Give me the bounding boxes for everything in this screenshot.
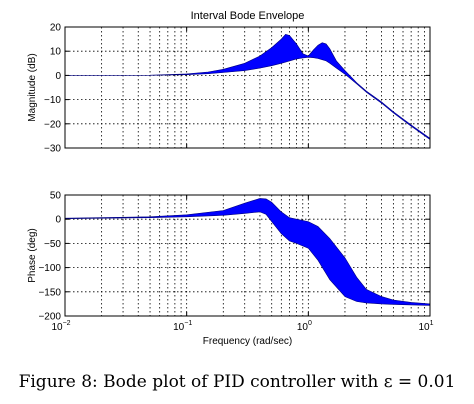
- chart-title: Interval Bode Envelope: [191, 10, 305, 22]
- plot-panel-1: 20 10 0 −10 −20 −30 Interval Bode Envelope Magn…: [27, 10, 431, 155]
- y-tick-label: −100: [38, 263, 61, 274]
- y-tick-label: 10: [50, 47, 62, 58]
- y-tick-label: −50: [44, 239, 61, 250]
- x-tick-label: 101: [418, 320, 433, 333]
- x-tick-label: 10−1: [173, 320, 192, 333]
- axes-frame: [64, 26, 431, 149]
- y-tick-label: −150: [38, 287, 61, 298]
- y-tick-label: 50: [50, 191, 62, 202]
- envelope-band: [64, 198, 431, 306]
- y-tick-label: 20: [50, 23, 62, 34]
- x-tick-label: 100: [297, 320, 312, 333]
- y-tick-label: −20: [44, 119, 61, 130]
- axes-frame: [64, 194, 431, 317]
- y-axis-label: Phase (deg): [27, 228, 38, 282]
- y-tick-label: 0: [55, 215, 61, 226]
- figure-caption: Figure 8: Bode plot of PID controller wi…: [18, 372, 456, 392]
- y-tick-label: −30: [44, 144, 61, 155]
- y-tick-label: −200: [38, 312, 61, 323]
- x-tick-label: 10−2: [51, 320, 70, 333]
- envelope-band: [64, 33, 431, 141]
- y-tick-label: 0: [55, 71, 61, 82]
- y-tick-label: −10: [44, 95, 61, 106]
- x-axis-label: Frequency (rad/sec): [203, 336, 292, 347]
- y-axis-label: Magnitude (dB): [27, 53, 38, 121]
